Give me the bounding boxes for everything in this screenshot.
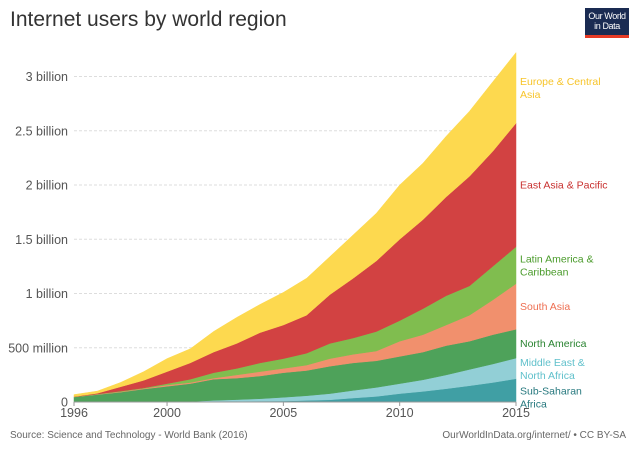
x-tick-label: 1996 — [60, 406, 88, 420]
areas — [73, 51, 517, 403]
y-tick-label: 0 — [61, 396, 68, 410]
chart-title: Internet users by world region — [10, 8, 287, 31]
series-label: Sub-Saharan — [520, 386, 582, 398]
series-label: Europe & Central — [520, 76, 601, 88]
series-label: Caribbean — [520, 266, 569, 278]
x-tick-label: 2000 — [153, 406, 181, 420]
series-label: North America — [520, 338, 587, 350]
y-tick-label: 1.5 billion — [15, 233, 68, 247]
series-label: Africa — [520, 399, 547, 411]
series-label: Middle East & — [520, 357, 585, 369]
x-tick-label: 2015 — [502, 406, 530, 420]
x-tick-label: 2005 — [269, 406, 297, 420]
x-axis: 1996 2000 2005 2010 2015 — [60, 401, 530, 420]
series-label: Latin America & — [520, 253, 594, 265]
source-note: Source: Science and Technology - World B… — [10, 430, 248, 441]
y-tick-label: 1 billion — [26, 287, 68, 301]
y-tick-label: 3 billion — [26, 70, 68, 84]
series-label: East Asia & Pacific — [520, 180, 608, 192]
y-tick-label: 2.5 billion — [15, 124, 68, 138]
area-europe-central-asia[interactable] — [73, 51, 517, 397]
series-label: Asia — [520, 89, 541, 101]
credit-link[interactable]: OurWorldInData.org/internet/ • CC BY-SA — [442, 430, 626, 441]
y-tick-label: 500 million — [8, 341, 68, 355]
series-label: South Asia — [520, 301, 570, 313]
y-axis: 0 500 million 1 billion 1.5 billion 2 billio… — [8, 70, 68, 410]
series-label: North Africa — [520, 370, 575, 382]
y-tick-label: 2 billion — [26, 179, 68, 193]
x-tick-label: 2010 — [386, 406, 414, 420]
owid-logo[interactable]: Our World in Data — [585, 8, 629, 38]
